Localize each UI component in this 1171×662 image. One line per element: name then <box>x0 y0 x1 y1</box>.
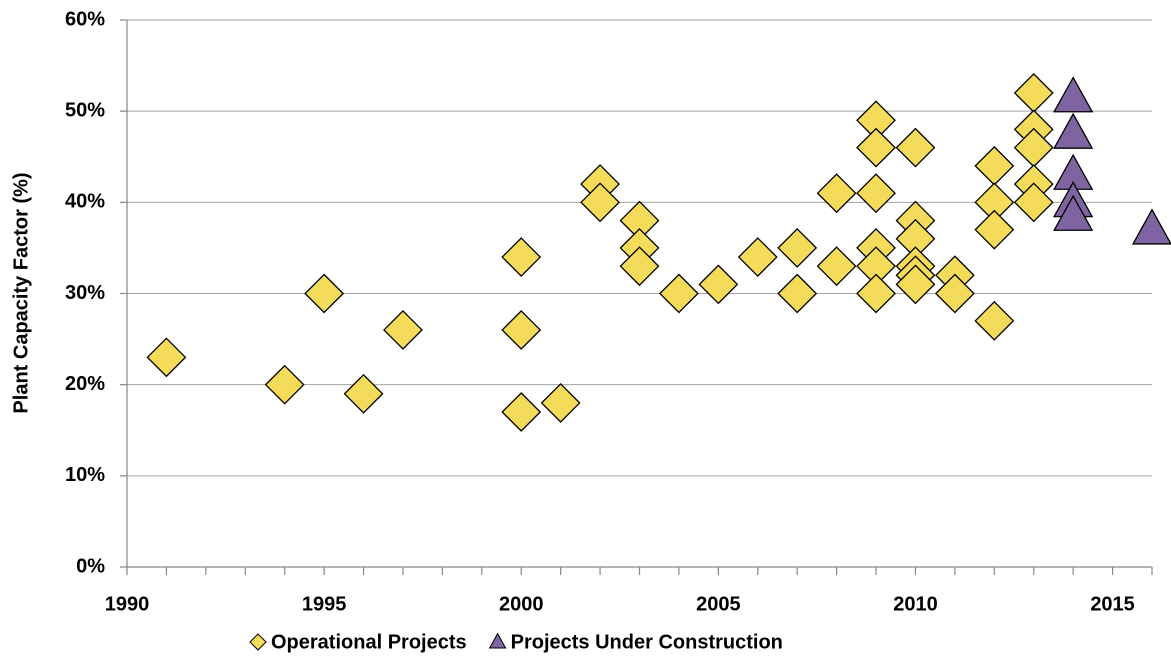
marker <box>659 273 699 314</box>
marker <box>856 173 896 214</box>
marker <box>934 273 975 314</box>
marker <box>777 227 818 268</box>
x-tick-label: 1995 <box>302 593 347 615</box>
marker <box>698 264 739 305</box>
x-tick-label: 1990 <box>105 593 150 615</box>
y-tick-label: 40% <box>65 191 105 213</box>
marker <box>1053 112 1094 149</box>
marker <box>816 246 857 287</box>
marker <box>856 273 896 314</box>
y-tick-label: 50% <box>65 99 105 121</box>
legend: Operational Projects Projects Under Const… <box>249 631 783 653</box>
marker <box>501 310 542 350</box>
marker <box>974 209 1015 250</box>
x-tick-label: 2015 <box>1090 593 1135 615</box>
marker <box>816 173 857 214</box>
marker <box>1053 194 1094 231</box>
y-tick-label: 20% <box>65 373 105 395</box>
marker <box>1131 208 1171 245</box>
y-tick-label: 0% <box>76 555 105 577</box>
x-tick-label: 2000 <box>499 593 544 615</box>
marker <box>580 182 620 223</box>
y-tick-label: 60% <box>65 8 105 30</box>
marker <box>777 273 818 314</box>
marker <box>343 373 384 414</box>
y-tick-label: 10% <box>65 464 105 486</box>
marker <box>895 127 936 168</box>
marker <box>619 246 660 287</box>
series <box>146 73 1054 432</box>
marker <box>856 127 896 168</box>
marker <box>895 264 936 305</box>
marker <box>501 237 542 277</box>
marker <box>974 145 1015 186</box>
legend-label: Operational Projects <box>271 631 467 653</box>
legend-marker <box>488 632 507 649</box>
marker <box>1013 182 1054 223</box>
series <box>1053 76 1171 245</box>
marker <box>737 237 778 277</box>
marker <box>501 392 542 432</box>
marker <box>264 364 305 405</box>
legend-marker <box>249 633 267 651</box>
y-axis-label: Plant Capacity Factor (%) <box>10 172 32 413</box>
marker <box>304 273 345 314</box>
x-tick-label: 2005 <box>696 593 741 615</box>
y-tick-label: 30% <box>65 282 105 304</box>
marker <box>146 337 187 378</box>
x-tick-label: 2010 <box>893 593 938 615</box>
legend-label: Projects Under Construction <box>511 631 783 653</box>
marker <box>1013 73 1054 113</box>
marker <box>383 310 423 350</box>
marker <box>1053 76 1094 113</box>
marker <box>974 300 1015 341</box>
marker <box>540 382 581 423</box>
